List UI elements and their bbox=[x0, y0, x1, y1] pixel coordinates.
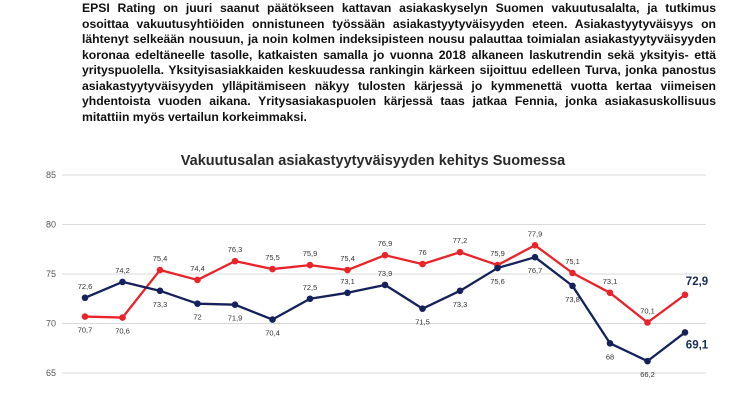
y-tick-label: 80 bbox=[46, 220, 56, 230]
data-point bbox=[681, 291, 689, 299]
data-label: 76,9 bbox=[378, 239, 393, 248]
data-label: 77,9 bbox=[528, 229, 543, 238]
data-point bbox=[531, 241, 539, 249]
data-label: 77,2 bbox=[453, 236, 468, 245]
data-label: 72,6 bbox=[78, 282, 93, 291]
data-label: 75,5 bbox=[265, 253, 280, 262]
data-point bbox=[156, 266, 164, 274]
data-point bbox=[119, 278, 126, 286]
data-point bbox=[681, 329, 689, 336]
data-point bbox=[494, 264, 501, 272]
data-label: 76,3 bbox=[228, 245, 243, 254]
data-point bbox=[569, 269, 576, 277]
chart-title: Vakuutusalan asiakastyytyväisyyden kehit… bbox=[180, 153, 566, 169]
data-point bbox=[456, 287, 464, 295]
data-label: 73,8 bbox=[565, 295, 580, 304]
data-point bbox=[344, 266, 351, 274]
data-point bbox=[644, 319, 651, 326]
data-label: 76,7 bbox=[528, 266, 543, 275]
data-point bbox=[644, 357, 651, 365]
y-tick-label: 85 bbox=[46, 170, 56, 180]
data-point bbox=[569, 282, 576, 290]
data-point bbox=[306, 261, 314, 269]
data-label: 75,1 bbox=[565, 257, 580, 266]
data-point bbox=[231, 301, 239, 308]
data-label: 76 bbox=[418, 248, 426, 257]
data-label: 73,1 bbox=[340, 277, 355, 286]
data-label: 73,1 bbox=[603, 277, 618, 286]
data-label: 70,6 bbox=[115, 327, 130, 336]
data-point bbox=[456, 248, 464, 256]
data-label: 71,9 bbox=[228, 314, 243, 323]
data-label: 72,5 bbox=[303, 283, 318, 292]
data-label: 73,3 bbox=[153, 300, 168, 309]
data-point bbox=[344, 289, 351, 297]
data-point bbox=[419, 260, 426, 268]
data-point bbox=[231, 257, 239, 265]
data-point bbox=[81, 294, 89, 302]
y-tick-label: 70 bbox=[46, 319, 56, 329]
data-label: 75,6 bbox=[490, 277, 505, 286]
data-point bbox=[81, 313, 89, 320]
data-point bbox=[381, 251, 389, 259]
data-point bbox=[531, 253, 539, 261]
data-point bbox=[606, 340, 614, 347]
data-point bbox=[306, 295, 314, 303]
data-point bbox=[419, 305, 426, 312]
data-point bbox=[269, 265, 276, 273]
data-label: 70,1 bbox=[640, 307, 655, 316]
data-label: 70,4 bbox=[265, 329, 280, 338]
data-label: 75,9 bbox=[490, 249, 505, 258]
data-label: 73,9 bbox=[378, 269, 393, 278]
data-label: 71,5 bbox=[415, 318, 430, 327]
data-point bbox=[194, 276, 201, 284]
data-label: 75,4 bbox=[340, 254, 355, 263]
data-point bbox=[269, 316, 276, 323]
data-label: 74,2 bbox=[115, 266, 130, 275]
y-tick-label: 75 bbox=[46, 269, 56, 279]
y-tick-label: 65 bbox=[46, 368, 56, 378]
data-label: 74,4 bbox=[190, 264, 205, 273]
data-point bbox=[606, 289, 614, 297]
data-label: 68 bbox=[606, 352, 614, 361]
data-label: 72,9 bbox=[686, 276, 708, 288]
data-point bbox=[381, 281, 389, 289]
data-label: 69,1 bbox=[686, 339, 709, 351]
data-point bbox=[156, 287, 164, 295]
data-label: 66,2 bbox=[640, 370, 655, 379]
data-point bbox=[194, 300, 201, 308]
article-paragraph: EPSI Rating on juuri saanut päätökseen k… bbox=[82, 1, 716, 124]
data-label: 73,3 bbox=[453, 300, 468, 309]
data-point bbox=[119, 314, 126, 321]
data-label: 70,7 bbox=[78, 326, 93, 335]
data-label: 72 bbox=[193, 313, 201, 322]
data-label: 75,9 bbox=[303, 249, 318, 258]
data-label: 75,4 bbox=[153, 254, 168, 263]
